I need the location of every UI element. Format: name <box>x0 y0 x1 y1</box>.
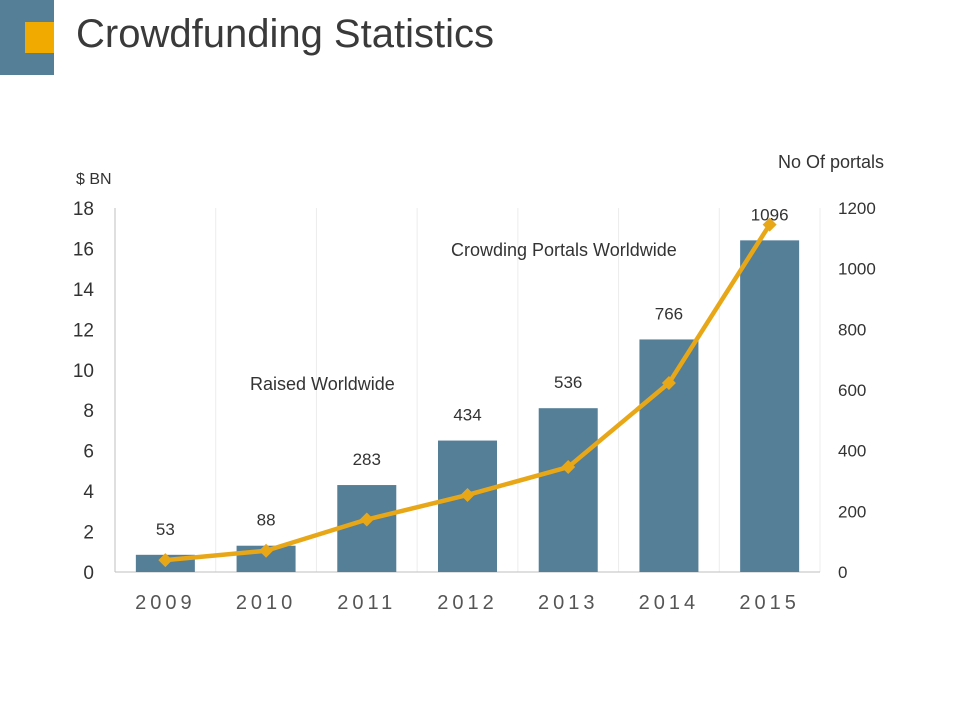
data-label: 88 <box>257 511 276 530</box>
y-left-tick-label: 12 <box>73 320 94 341</box>
x-tick-label: 2012 <box>437 592 498 614</box>
y-left-tick-label: 14 <box>73 280 95 301</box>
y-right-tick-label: 0 <box>838 563 847 582</box>
y-left-tick-label: 4 <box>83 482 94 503</box>
y-right-tick-label: 800 <box>838 320 866 339</box>
bar <box>337 485 397 572</box>
y-right-tick-label: 400 <box>838 442 866 461</box>
y-right-tick-label: 600 <box>838 381 866 400</box>
y-left-axis-label: $ BN <box>76 171 112 188</box>
x-tick-label: 2011 <box>337 592 396 614</box>
page-title: Crowdfunding Statistics <box>76 12 494 56</box>
y-right-tick-label: 1000 <box>838 260 876 279</box>
y-right-axis-label: No Of portals <box>778 152 884 172</box>
y-left-tick-label: 8 <box>83 401 94 422</box>
x-tick-label: 2013 <box>538 592 599 614</box>
y-left-tick-label: 2 <box>83 523 94 544</box>
y-left-tick-label: 18 <box>73 199 94 220</box>
y-right-tick-label: 1200 <box>838 199 876 218</box>
x-tick-label: 2009 <box>135 592 196 614</box>
y-left-tick-label: 6 <box>83 442 94 463</box>
line-marker <box>259 543 274 558</box>
line-marker <box>460 487 475 502</box>
x-tick-label: 2010 <box>236 592 297 614</box>
x-tick-label: 2014 <box>639 592 700 614</box>
line-marker <box>359 512 374 527</box>
bar <box>538 408 598 572</box>
data-label: 766 <box>655 304 683 323</box>
y-right-tick-label: 200 <box>838 502 866 521</box>
corner-accent <box>25 22 54 53</box>
data-label: 536 <box>554 373 582 392</box>
y-left-tick-label: 0 <box>83 563 94 584</box>
bar <box>438 440 497 572</box>
line-marker <box>762 217 777 232</box>
line-marker <box>561 460 576 475</box>
bar <box>740 240 800 572</box>
line-marker <box>661 376 676 391</box>
annotation-crowding-portals: Crowding Portals Worldwide <box>451 240 677 260</box>
bar <box>639 339 699 572</box>
data-label: 283 <box>353 450 381 469</box>
annotation-raised-worldwide: Raised Worldwide <box>250 374 395 394</box>
y-left-tick-label: 16 <box>73 239 94 260</box>
y-left-tick-label: 10 <box>73 361 94 382</box>
data-label: 53 <box>156 520 175 539</box>
line-marker <box>158 553 173 568</box>
data-label: 1096 <box>751 205 789 224</box>
data-label: 434 <box>453 406 481 425</box>
x-tick-label: 2015 <box>739 592 800 614</box>
